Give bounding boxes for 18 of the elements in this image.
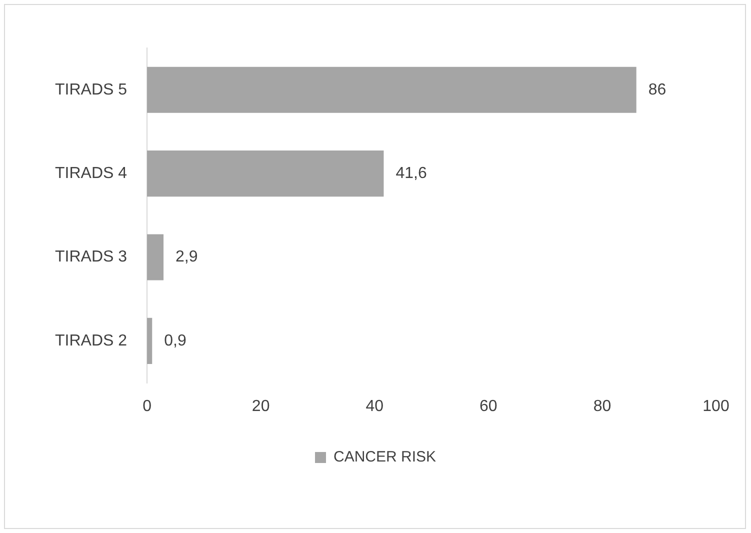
x-tick-label: 40 — [366, 398, 384, 415]
x-tick-label: 0 — [142, 398, 152, 415]
bar — [147, 150, 384, 197]
x-tick-label: 100 — [702, 398, 730, 415]
y-tick-label: TIRADS 2 — [55, 332, 128, 350]
y-tick-label: TIRADS 4 — [55, 164, 128, 182]
y-tick-label: TIRADS 3 — [55, 248, 128, 266]
data-label: 86 — [648, 81, 666, 98]
data-label: 41,6 — [396, 164, 427, 182]
x-tick-label: 80 — [593, 398, 612, 415]
bar — [147, 66, 636, 113]
data-label: 2,9 — [176, 248, 198, 266]
x-tick-label: 60 — [480, 398, 498, 415]
legend-label: CANCER RISK — [333, 448, 436, 466]
y-tick-label: TIRADS 5 — [55, 81, 128, 98]
x-tick-label: 20 — [252, 398, 270, 415]
bar — [147, 234, 164, 280]
data-label: 0,9 — [164, 332, 186, 350]
